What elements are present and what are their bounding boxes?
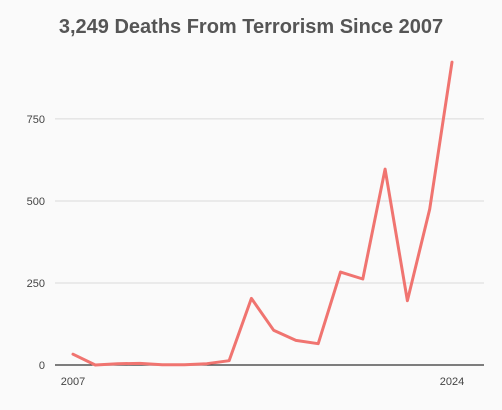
y-axis-ticks: 0 250 500 750 xyxy=(27,114,45,372)
y-tick-label: 0 xyxy=(39,360,45,372)
y-tick-label: 750 xyxy=(27,114,45,126)
x-axis-ticks: 2007 2024 xyxy=(61,376,464,388)
y-tick-label: 500 xyxy=(27,196,45,208)
x-tick-label: 2007 xyxy=(61,376,85,388)
gridlines xyxy=(55,118,484,366)
y-tick-label: 250 xyxy=(27,278,45,290)
chart-title: 3,249 Deaths From Terrorism Since 2007 xyxy=(58,16,444,38)
series-layer xyxy=(71,60,454,367)
series-line xyxy=(71,60,454,367)
x-tick-label: 2024 xyxy=(440,376,464,388)
